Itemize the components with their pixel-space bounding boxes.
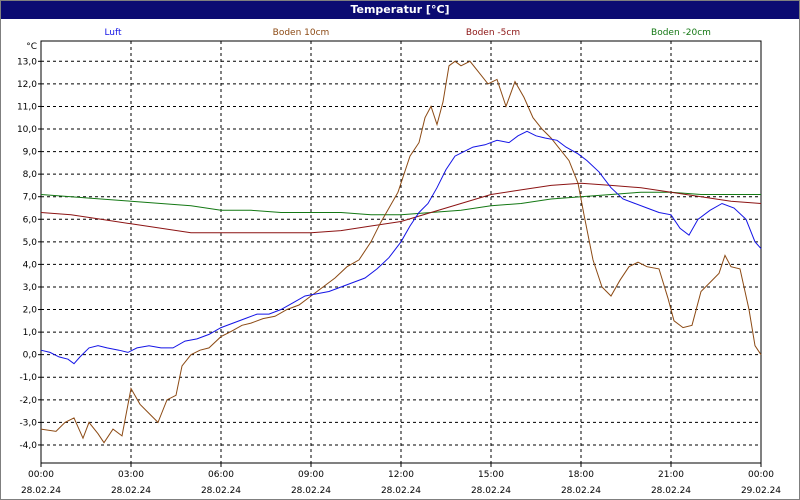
x-tick-time: 03:00	[118, 470, 144, 480]
y-tick-label: -4,0	[19, 441, 37, 451]
x-tick-time: 12:00	[388, 470, 414, 480]
x-tick-date: 28.02.24	[291, 486, 331, 496]
x-tick-time: 21:00	[658, 470, 684, 480]
y-tick-label: 8,0	[23, 170, 38, 180]
y-tick-label: 11,0	[17, 102, 37, 112]
series-line-boden-20cm	[40, 191, 761, 216]
x-tick-time: 09:00	[298, 470, 324, 480]
x-tick-time: 18:00	[568, 470, 594, 480]
y-tick-label: 5,0	[23, 238, 38, 248]
y-axis-unit: °C	[26, 42, 37, 52]
x-tick-date: 28.02.24	[201, 486, 241, 496]
x-tick-date: 28.02.24	[111, 486, 151, 496]
y-tick-label: 0,0	[23, 351, 38, 361]
y-tick-label: 9,0	[23, 148, 38, 158]
x-tick-time: 00:00	[748, 470, 774, 480]
y-tick-label: -3,0	[19, 418, 37, 428]
y-tick-label: 6,0	[23, 215, 38, 225]
x-tick-date: 28.02.24	[21, 486, 61, 496]
series-line-boden-5cm	[40, 182, 762, 234]
chart-title: Temperatur [°C]	[1, 1, 799, 19]
x-tick-date: 28.02.24	[561, 486, 601, 496]
legend-item: Boden -5cm	[466, 28, 520, 38]
x-tick-date: 28.02.24	[381, 486, 421, 496]
y-tick-label: 12,0	[17, 80, 37, 90]
x-tick-date: 29.02.24	[741, 486, 781, 496]
x-tick-time: 15:00	[478, 470, 504, 480]
y-tick-label: 13,0	[17, 57, 37, 67]
y-tick-label: 4,0	[23, 260, 38, 270]
y-tick-label: 2,0	[23, 306, 38, 316]
y-tick-label: 3,0	[23, 283, 38, 293]
y-tick-label: -2,0	[19, 396, 37, 406]
plot-area-border	[40, 40, 762, 464]
legend-item: Luft	[104, 28, 122, 38]
x-tick-time: 06:00	[208, 470, 234, 480]
series-line-luft	[40, 130, 762, 365]
x-tick-date: 28.02.24	[471, 486, 511, 496]
legend-item: Boden 10cm	[273, 28, 330, 38]
y-tick-label: 7,0	[23, 193, 38, 203]
y-tick-label: 1,0	[23, 328, 38, 338]
x-tick-date: 28.02.24	[651, 486, 691, 496]
x-tick-time: 00:00	[28, 470, 54, 480]
legend-item: Boden -20cm	[651, 28, 711, 38]
y-tick-label: 10,0	[17, 125, 37, 135]
series-line-boden-10cm	[40, 60, 762, 444]
y-tick-label: -1,0	[19, 373, 37, 383]
